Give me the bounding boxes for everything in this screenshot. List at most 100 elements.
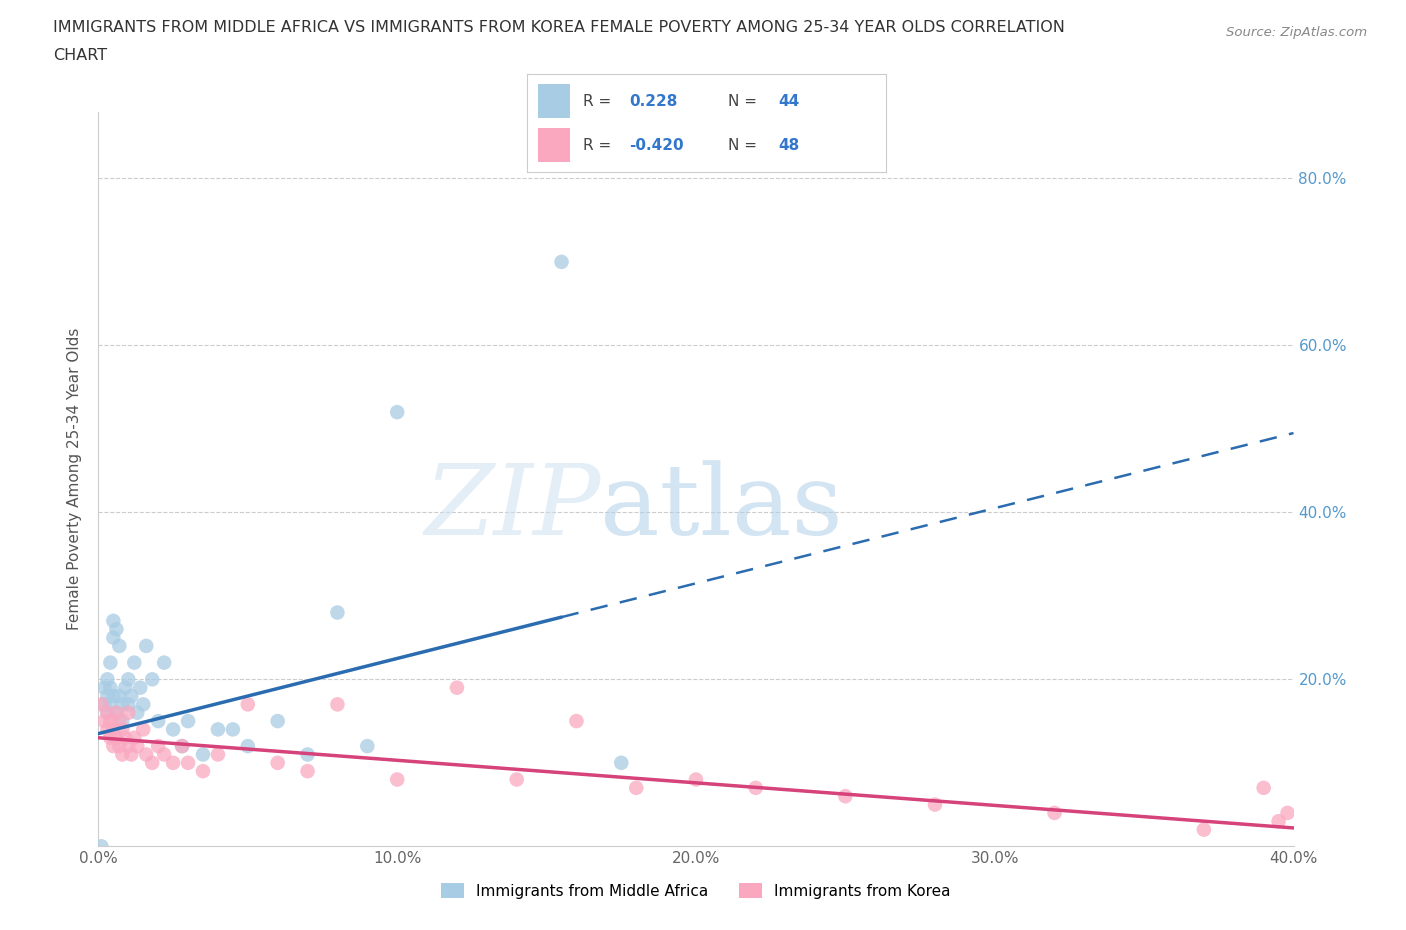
Point	[105, 705, 128, 720]
Point	[111, 697, 134, 711]
Point	[207, 722, 229, 737]
Point	[96, 722, 118, 737]
Point	[172, 738, 194, 753]
Text: N =: N =	[728, 94, 762, 109]
Point	[117, 671, 139, 686]
Point	[96, 705, 118, 720]
Point	[120, 747, 142, 762]
Point	[93, 713, 115, 728]
Point	[153, 747, 176, 762]
Point	[96, 671, 118, 686]
Point	[124, 656, 146, 671]
Point	[120, 688, 142, 703]
Point	[124, 730, 146, 745]
Point	[111, 713, 134, 728]
Point	[127, 705, 149, 720]
Point	[132, 697, 155, 711]
Point	[117, 697, 139, 711]
Point	[834, 789, 856, 804]
Point	[385, 772, 409, 787]
Point	[96, 688, 118, 703]
Point	[108, 688, 131, 703]
Point	[114, 680, 136, 695]
Point	[103, 722, 125, 737]
Text: 44: 44	[779, 94, 800, 109]
Point	[135, 747, 157, 762]
Point	[98, 713, 122, 728]
Text: 48: 48	[779, 138, 800, 153]
Point	[90, 697, 112, 711]
Point	[103, 738, 125, 753]
Point	[267, 755, 290, 770]
Text: ZIP: ZIP	[425, 460, 600, 556]
Point	[135, 639, 157, 654]
Legend: Immigrants from Middle Africa, Immigrants from Korea: Immigrants from Middle Africa, Immigrant…	[434, 877, 957, 905]
Point	[222, 722, 245, 737]
Text: atlas: atlas	[600, 460, 844, 556]
Point	[191, 747, 214, 762]
Point	[141, 755, 163, 770]
Point	[162, 755, 184, 770]
Y-axis label: Female Poverty Among 25-34 Year Olds: Female Poverty Among 25-34 Year Olds	[67, 327, 83, 631]
Point	[96, 705, 118, 720]
Point	[93, 680, 115, 695]
Point	[105, 622, 128, 637]
Point	[98, 730, 122, 745]
Point	[565, 713, 588, 728]
Point	[297, 764, 319, 778]
Point	[1192, 822, 1215, 837]
Text: IMMIGRANTS FROM MIDDLE AFRICA VS IMMIGRANTS FROM KOREA FEMALE POVERTY AMONG 25-3: IMMIGRANTS FROM MIDDLE AFRICA VS IMMIGRA…	[53, 20, 1066, 35]
Point	[129, 680, 152, 695]
Point	[98, 656, 122, 671]
Point	[610, 755, 633, 770]
Point	[550, 255, 572, 270]
Point	[127, 738, 149, 753]
Point	[111, 722, 134, 737]
Point	[132, 722, 155, 737]
Point	[745, 780, 768, 795]
Point	[1267, 814, 1289, 829]
Point	[108, 738, 131, 753]
Point	[446, 680, 468, 695]
FancyBboxPatch shape	[538, 85, 571, 118]
Point	[141, 671, 163, 686]
Point	[117, 705, 139, 720]
Text: R =: R =	[583, 94, 616, 109]
Point	[93, 697, 115, 711]
Point	[108, 713, 131, 728]
Text: N =: N =	[728, 138, 762, 153]
Point	[162, 722, 184, 737]
Point	[191, 764, 214, 778]
Point	[236, 738, 259, 753]
Point	[297, 747, 319, 762]
Point	[326, 697, 349, 711]
Point	[1277, 805, 1299, 820]
Point	[114, 730, 136, 745]
Point	[108, 639, 131, 654]
Point	[105, 705, 128, 720]
Point	[98, 697, 122, 711]
Point	[267, 713, 290, 728]
Point	[98, 680, 122, 695]
Point	[103, 688, 125, 703]
Point	[103, 631, 125, 645]
Point	[177, 713, 200, 728]
Point	[685, 772, 707, 787]
Point	[326, 605, 349, 620]
Point	[506, 772, 529, 787]
Point	[153, 656, 176, 671]
Point	[148, 713, 170, 728]
Text: -0.420: -0.420	[630, 138, 685, 153]
Point	[111, 747, 134, 762]
Point	[1043, 805, 1066, 820]
Point	[90, 839, 112, 854]
Point	[626, 780, 648, 795]
Text: CHART: CHART	[53, 48, 107, 63]
FancyBboxPatch shape	[538, 128, 571, 163]
Point	[117, 738, 139, 753]
Point	[177, 755, 200, 770]
Point	[1253, 780, 1275, 795]
Point	[356, 738, 378, 753]
Point	[385, 405, 409, 419]
Point	[148, 738, 170, 753]
